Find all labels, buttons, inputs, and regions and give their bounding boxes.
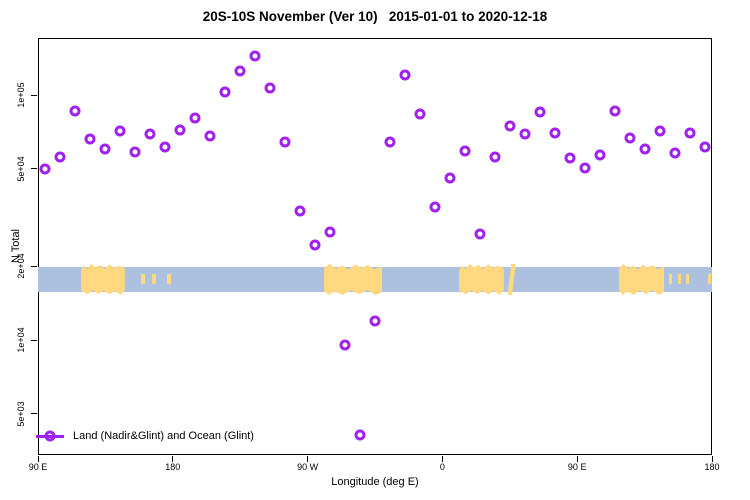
data-point [204,130,216,142]
data-point [264,82,276,94]
data-point [84,133,96,145]
land-region [458,263,504,295]
legend: Land (Nadir&Glint) and Ocean (Glint) [36,429,254,443]
data-point [519,128,531,140]
x-axis-tick [711,456,713,462]
legend-label: Land (Nadir&Glint) and Ocean (Glint) [73,430,254,442]
land-region [141,274,145,284]
land-region [619,263,665,295]
data-point [489,151,501,163]
data-point [534,106,546,118]
x-axis-tick [172,456,174,462]
chart-title: 20S-10S November (Ver 10) 2015-01-01 to … [202,9,548,24]
data-point [294,205,306,217]
y-axis-title: N Total [10,228,22,264]
data-point [144,128,156,140]
data-point [444,172,456,184]
data-point [369,315,381,327]
y-axis-tick [31,168,37,170]
land-region [507,263,516,295]
data-point [564,152,576,164]
data-point [324,226,336,238]
data-point [609,105,621,117]
data-point [339,339,351,351]
data-point [354,429,366,441]
data-point [384,136,396,148]
data-point [399,69,411,81]
x-tick-label: 90 E [28,462,48,472]
land-region [151,274,156,284]
data-point [474,228,486,240]
x-tick-label: 90 W [297,462,319,472]
x-axis-tick [441,456,443,462]
data-point [189,112,201,124]
y-axis-tick [31,94,37,96]
x-axis-tick [576,456,578,462]
data-point [699,141,710,153]
data-point [39,163,51,175]
data-point [594,149,606,161]
data-point [159,141,171,153]
x-axis-tick [37,456,39,462]
data-point [414,108,426,120]
data-point [654,125,666,137]
x-tick-label: 0 [439,462,445,472]
data-point [549,127,561,139]
data-point [99,143,111,155]
land-region [166,274,171,284]
data-point [504,120,516,132]
data-point [429,201,441,213]
x-tick-label: 90 E [567,462,587,472]
land-region [669,274,672,284]
y-axis-tick [31,339,37,341]
plot-area-border [38,38,712,455]
data-point [69,105,81,117]
y-axis-tick [31,413,37,415]
x-axis-title: Longitude (deg E) [331,476,419,488]
data-point [234,65,246,77]
x-tick-label: 180 [165,462,181,472]
data-point [684,127,696,139]
y-tick-label: 5e+04 [16,156,26,182]
data-point [309,239,321,251]
legend-line-marker-icon [36,429,64,443]
land-region [678,274,681,284]
land-region [708,274,712,284]
land-region [324,263,383,295]
x-axis-tick [307,456,309,462]
y-tick-label: 5e+03 [16,401,26,427]
data-point [174,124,186,136]
data-point [54,151,66,163]
y-axis-tick [31,265,37,267]
data-point [579,162,591,174]
land-region [686,274,690,284]
data-point [279,136,291,148]
map-strip [38,263,712,295]
data-point [669,147,681,159]
data-point [639,143,651,155]
data-point [459,145,471,157]
data-point [129,146,141,158]
land-region [80,263,125,295]
x-tick-label: 180 [704,462,720,472]
y-tick-label: 1e+04 [16,327,26,353]
data-point [219,86,231,98]
data-point [114,125,126,137]
y-tick-label: 1e+05 [16,82,26,108]
data-point [624,132,636,144]
data-point [249,50,261,62]
